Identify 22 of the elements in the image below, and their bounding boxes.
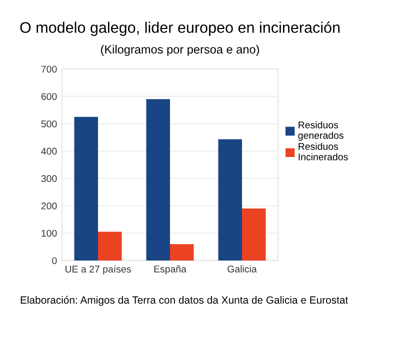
x-tick-label: Galicia [228,265,257,272]
x-tick-label: UE a 27 países [66,265,131,275]
y-tick-label: 300 [41,175,57,182]
x-tick-label: España [154,265,186,274]
y-tick-label: 0 [52,257,57,264]
bar [98,232,122,260]
bar [146,99,170,260]
y-tick-label: 500 [41,120,57,128]
y-tick-label: 400 [41,148,57,155]
text: Elaboración: Amigos da Terra con datos da Xunta de Galicia e Eurostat [20,296,348,306]
bar [218,139,242,260]
bar [242,208,266,260]
y-tick-label: 600 [41,93,57,100]
legend-label: Residuos generados [298,121,344,141]
bar [170,244,194,260]
y-tick-label: 700 [41,66,57,73]
bar [74,116,98,260]
legend-label: Residuos Incinerados [298,142,348,160]
chart-subtitle: (Kilogramos por persoa e ano) [101,44,259,56]
y-tick-label: 200 [41,202,57,210]
y-tick-label: 100 [42,230,57,237]
chart-title: O modelo galego, lider europeo en incineración [20,22,340,36]
